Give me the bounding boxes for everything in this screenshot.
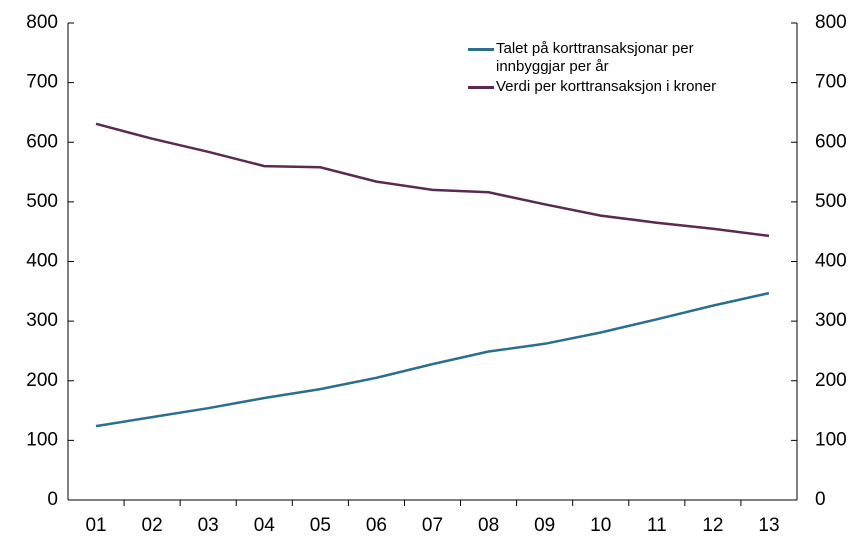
- legend-label: Talet på korttransaksjonar per innbyggja…: [496, 40, 694, 75]
- legend-swatch: [468, 86, 494, 89]
- y2-tick-label: 800: [815, 12, 847, 33]
- y-tick-label: 100: [26, 429, 58, 450]
- x-tick-label: 03: [198, 515, 219, 536]
- x-tick-label: 10: [590, 515, 611, 536]
- y2-tick-label: 0: [815, 489, 826, 510]
- y-tick-label: 400: [26, 251, 58, 272]
- y-tick-label: 300: [26, 310, 58, 331]
- series-line: [95, 122, 770, 238]
- legend-label: Verdi per korttransaksjon i kroner: [496, 78, 717, 95]
- x-tick-label: 07: [422, 515, 443, 536]
- x-tick-label: 12: [702, 515, 723, 536]
- series-line: [95, 291, 770, 428]
- x-tick-label: 02: [142, 515, 163, 536]
- y-tick-label: 600: [26, 131, 58, 152]
- y2-tick-label: 400: [815, 251, 847, 272]
- x-tick-label: 06: [366, 515, 387, 536]
- legend-swatch: [468, 48, 494, 51]
- x-tick-label: 05: [310, 515, 331, 536]
- legend-entry: Talet på korttransaksjonar per innbyggja…: [468, 40, 758, 76]
- y2-tick-label: 500: [815, 191, 847, 212]
- y2-tick-label: 200: [815, 370, 847, 391]
- x-tick-label: 09: [534, 515, 555, 536]
- y-tick-label: 0: [47, 489, 58, 510]
- x-tick-label: 13: [758, 515, 779, 536]
- y2-tick-label: 700: [815, 72, 847, 93]
- y-tick-label: 200: [26, 370, 58, 391]
- y-tick-label: 500: [26, 191, 58, 212]
- x-tick-label: 08: [478, 515, 499, 536]
- y-tick-label: 800: [26, 12, 58, 33]
- x-tick-label: 01: [85, 515, 106, 536]
- y2-tick-label: 600: [815, 131, 847, 152]
- legend: Talet på korttransaksjonar per innbyggja…: [468, 40, 758, 98]
- x-tick-label: 11: [647, 515, 667, 536]
- y-tick-label: 700: [26, 72, 58, 93]
- y2-tick-label: 300: [815, 310, 847, 331]
- y2-tick-label: 100: [815, 429, 847, 450]
- legend-entry: Verdi per korttransaksjon i kroner: [468, 78, 758, 96]
- x-tick-label: 04: [254, 515, 276, 536]
